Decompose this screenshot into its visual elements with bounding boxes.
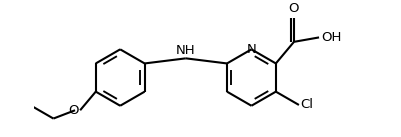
Text: NH: NH [176,44,196,57]
Text: N: N [247,43,256,56]
Text: O: O [289,2,299,15]
Text: OH: OH [321,31,341,44]
Text: Cl: Cl [300,99,314,112]
Text: O: O [68,104,79,117]
